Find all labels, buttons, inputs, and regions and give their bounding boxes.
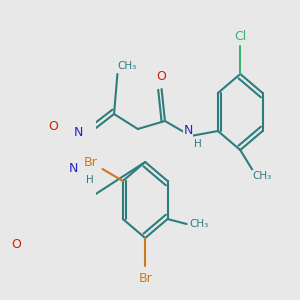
Text: CH₃: CH₃ bbox=[252, 171, 272, 181]
Text: H: H bbox=[86, 175, 94, 185]
Text: CH₃: CH₃ bbox=[117, 61, 136, 71]
Text: N: N bbox=[74, 125, 83, 139]
Text: O: O bbox=[157, 70, 166, 83]
Text: O: O bbox=[49, 121, 58, 134]
Text: N: N bbox=[69, 161, 78, 175]
Text: Br: Br bbox=[138, 272, 152, 284]
Text: Cl: Cl bbox=[234, 29, 246, 43]
Text: N: N bbox=[183, 124, 193, 137]
Text: H: H bbox=[194, 139, 201, 149]
Text: CH₃: CH₃ bbox=[189, 219, 208, 229]
Text: O: O bbox=[11, 238, 21, 250]
Text: Br: Br bbox=[83, 157, 97, 169]
